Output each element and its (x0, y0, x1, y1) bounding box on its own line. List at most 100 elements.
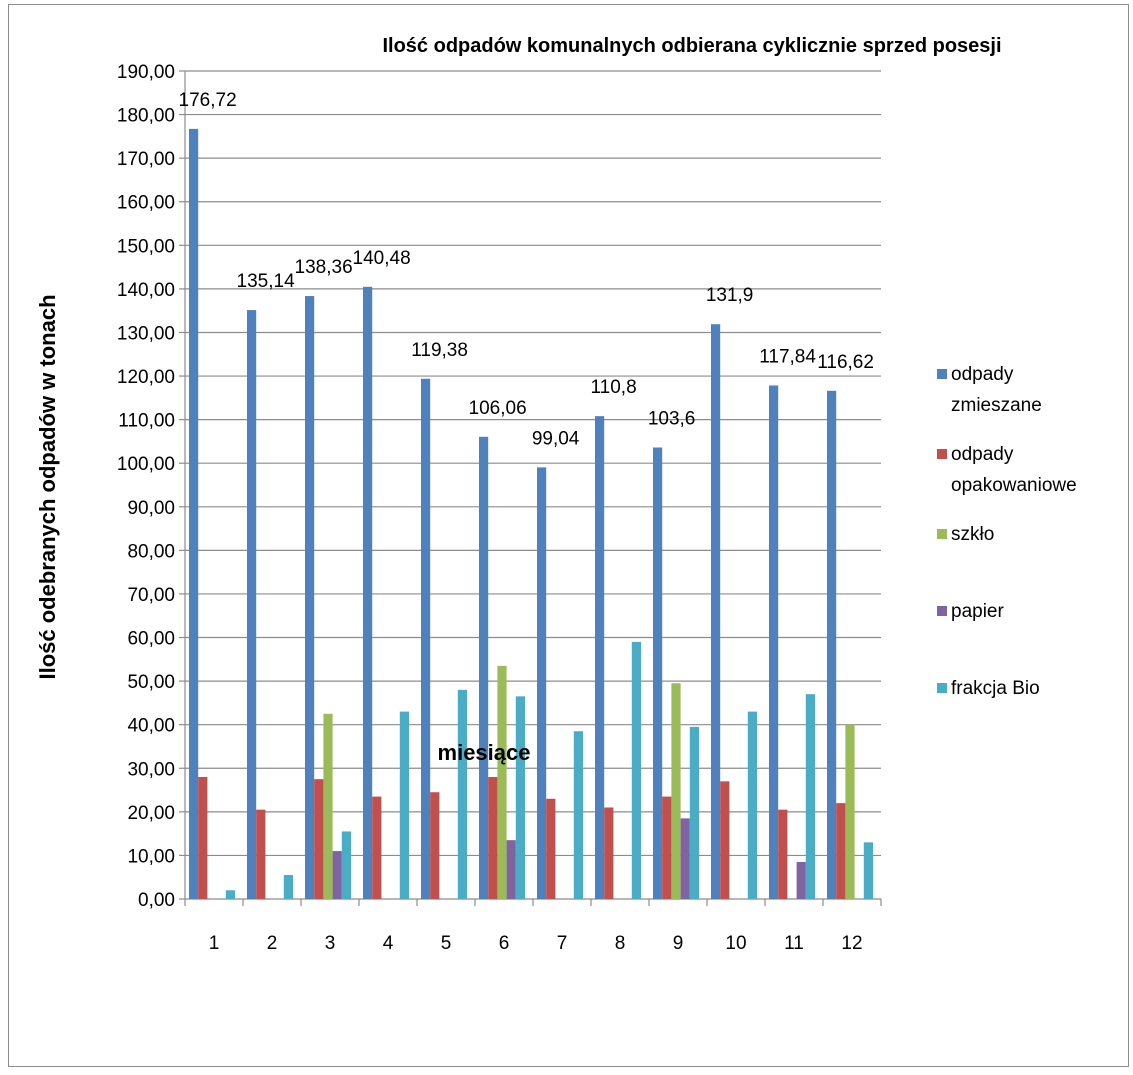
data-label: 131,9 (706, 285, 754, 306)
bars (189, 128, 873, 900)
legend-label: frakcja Bio (951, 678, 1040, 699)
data-label: 138,36 (295, 257, 353, 278)
y-tick-label: 30,00 (127, 759, 175, 780)
bar (198, 776, 208, 899)
x-tick-label: 3 (325, 933, 336, 954)
bar (711, 324, 721, 899)
x-tick-label: 12 (841, 933, 862, 954)
y-tick-label: 20,00 (127, 803, 175, 824)
bar (332, 851, 342, 899)
data-label: 135,14 (237, 271, 296, 292)
bar (256, 809, 266, 899)
y-tick-label: 0,00 (138, 890, 175, 911)
x-tick-label: 11 (784, 933, 804, 954)
bar (720, 781, 730, 899)
bar (796, 861, 806, 899)
bar (827, 390, 837, 899)
bar (537, 467, 547, 899)
x-tick-label: 6 (499, 933, 510, 954)
data-label: 176,72 (179, 90, 237, 111)
bar (662, 796, 672, 899)
bar (515, 696, 525, 899)
legend-swatch (937, 606, 947, 616)
legend-label: opakowaniowe (951, 475, 1077, 496)
bar (457, 689, 467, 899)
bar (506, 840, 516, 899)
bar (805, 694, 815, 899)
bar (372, 796, 382, 899)
bar (604, 807, 614, 899)
y-tick-label: 180,00 (117, 106, 175, 127)
chart-area: Ilość odpadów komunalnych odbierana cykl… (8, 4, 1129, 1067)
legend-label: zmieszane (951, 395, 1042, 416)
x-tick-label: 8 (615, 933, 626, 954)
legend-swatch (937, 449, 947, 459)
bar (488, 776, 498, 899)
y-axis-title: Ilość odebranych odpadów w tonach (35, 294, 60, 679)
axes: 0,00 10,00 20,00 30,00 40,00 50,00 60,00 70,00 8… (117, 62, 882, 954)
gridlines (185, 70, 881, 857)
x-tick-label: 4 (383, 933, 394, 954)
bar (845, 724, 855, 899)
bar (595, 416, 605, 899)
y-tick-label: 50,00 (127, 672, 175, 693)
bar (430, 792, 440, 899)
y-tick-label: 150,00 (117, 236, 175, 257)
bar (573, 731, 583, 899)
x-tick-label: 2 (267, 933, 278, 954)
legend-label: odpady (951, 364, 1014, 385)
x-tick-label: 9 (673, 933, 684, 954)
legend-label: szkło (951, 524, 994, 545)
y-tick-label: 120,00 (117, 367, 175, 388)
y-tick-label: 140,00 (117, 280, 175, 301)
bar (225, 890, 235, 899)
bar (399, 711, 409, 899)
data-label: 119,38 (411, 340, 468, 361)
bar (671, 683, 681, 899)
bar (189, 128, 199, 900)
bar (747, 711, 757, 899)
y-tick-label: 90,00 (127, 498, 175, 519)
bar (497, 665, 507, 899)
bar (421, 378, 431, 899)
x-tick-label: 5 (441, 933, 452, 954)
y-tick-label: 80,00 (127, 541, 175, 562)
bar (305, 296, 315, 899)
bar (631, 641, 641, 899)
y-tick-label: 10,00 (127, 846, 175, 867)
bar (653, 447, 663, 899)
chart-canvas: Ilość odpadów komunalnych odbierana cykl… (35, 35, 1077, 954)
bar (283, 875, 293, 899)
bar (546, 798, 556, 899)
bar (363, 286, 373, 899)
bar (836, 803, 846, 899)
y-tick-label: 190,00 (117, 62, 175, 83)
y-tick-label: 100,00 (117, 454, 175, 475)
x-tick-label: 7 (557, 933, 568, 954)
legend: odpady zmieszane odpady opakowaniowe szkło pa… (937, 364, 1077, 699)
bar (778, 809, 788, 899)
x-axis-title: miesiące (438, 740, 531, 765)
data-label: 110,8 (591, 377, 637, 398)
x-tick-label: 10 (725, 933, 746, 954)
y-tick-label: 130,00 (117, 323, 175, 344)
data-label: 140,48 (353, 248, 411, 269)
data-label: 103,6 (648, 409, 696, 430)
bar (314, 779, 324, 899)
y-tick-label: 40,00 (127, 716, 175, 737)
bar (689, 726, 699, 899)
data-label: 117,84 (759, 346, 816, 367)
x-tick-label: 1 (209, 933, 220, 954)
bar (247, 310, 257, 899)
data-label: 106,06 (469, 398, 527, 419)
bar (680, 818, 690, 899)
bar (479, 436, 489, 899)
legend-swatch (937, 369, 947, 379)
y-tick-label: 110,00 (118, 411, 175, 432)
bar (323, 713, 333, 899)
legend-label: papier (951, 601, 1004, 622)
bar (769, 385, 779, 899)
chart-title: Ilość odpadów komunalnych odbierana cykl… (382, 35, 1001, 57)
data-label: 99,04 (532, 428, 580, 449)
